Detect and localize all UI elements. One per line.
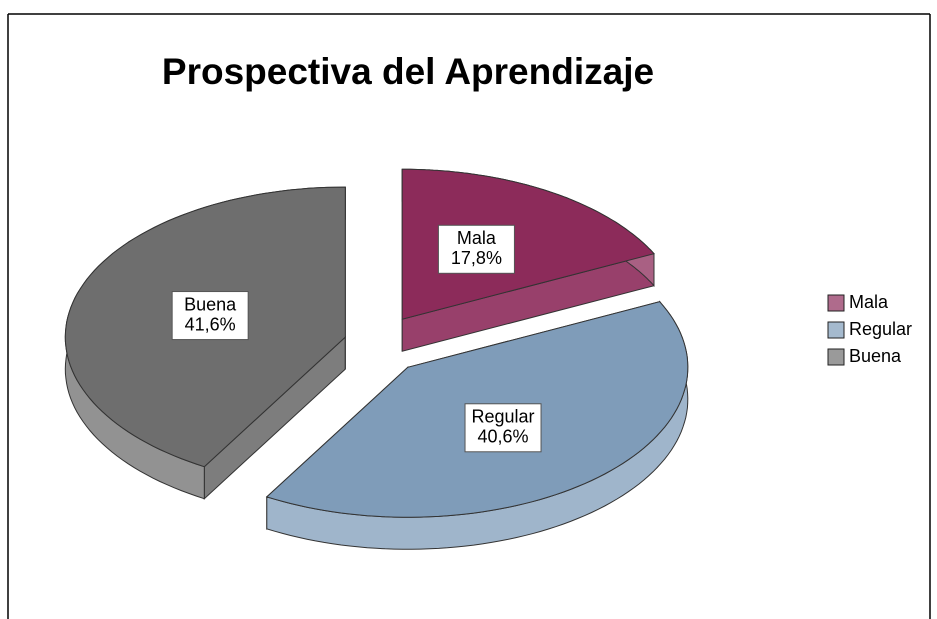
legend-swatch <box>827 294 845 312</box>
slice-top <box>401 168 655 320</box>
legend-label: Regular <box>849 319 912 339</box>
slice-label-name: Buena <box>184 294 237 314</box>
slice-label-name: Regular <box>472 407 535 427</box>
slice-label-value: 40,6% <box>478 427 529 447</box>
legend-swatch <box>827 321 845 339</box>
slice-label-name: Mala <box>457 228 497 248</box>
label-box <box>437 224 515 274</box>
legend-label: Mala <box>849 292 889 312</box>
slice-label-value: 41,6% <box>185 314 236 334</box>
chart-title: Prospectiva del Aprendizaje <box>162 51 654 92</box>
label-box <box>171 291 249 341</box>
legend-swatch <box>827 348 845 366</box>
pie-slice <box>401 168 655 352</box>
label-box <box>464 403 542 453</box>
legend-label: Buena <box>849 346 902 366</box>
slice-label-value: 17,8% <box>451 248 502 268</box>
